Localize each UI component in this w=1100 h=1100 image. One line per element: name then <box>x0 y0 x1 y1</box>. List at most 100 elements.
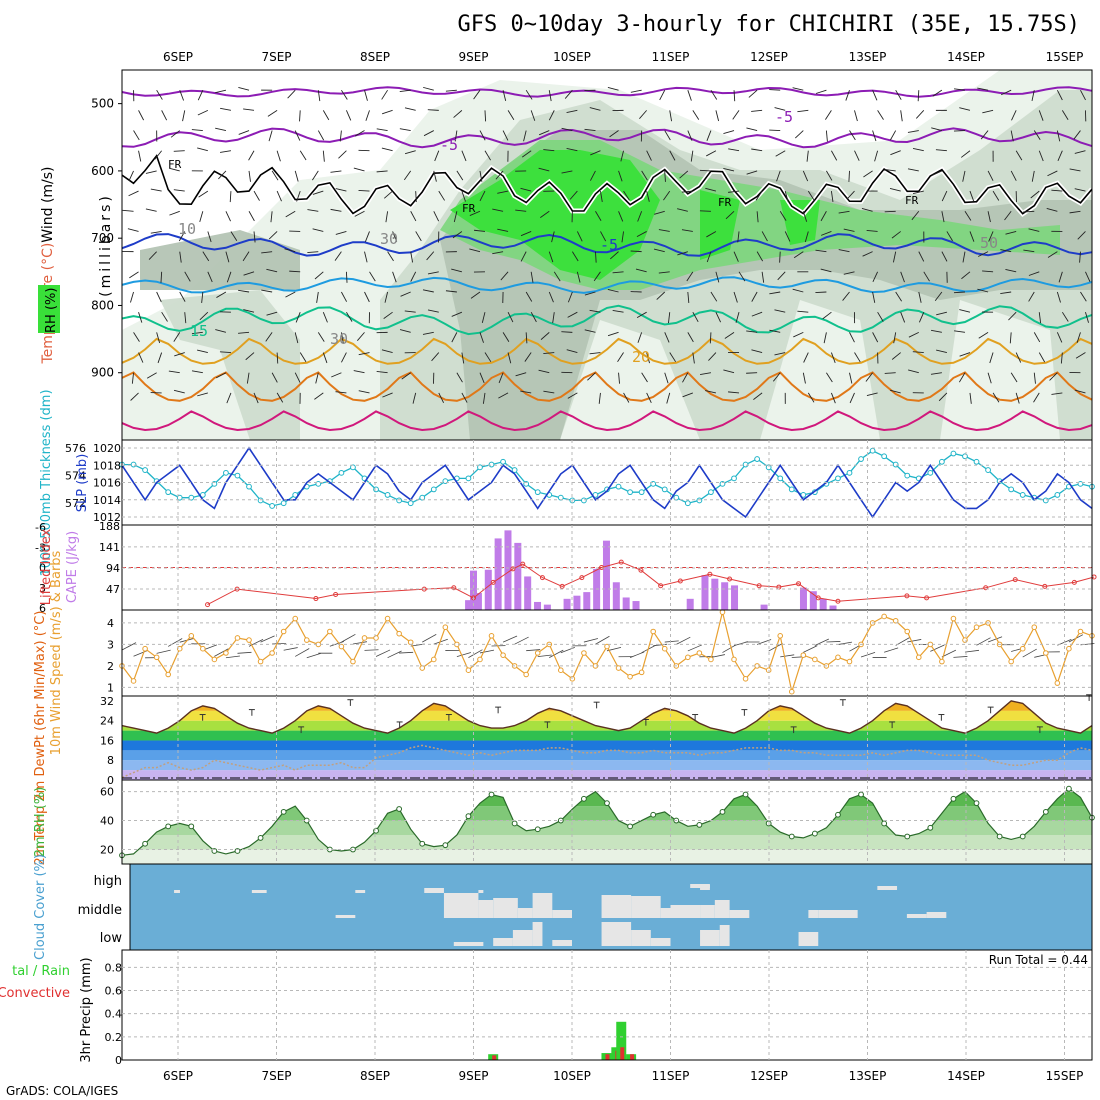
wind-barb <box>769 291 781 295</box>
lifted-index-marker <box>539 575 545 581</box>
wind-barb <box>822 311 832 320</box>
wind-barb <box>941 251 948 262</box>
wind-barb <box>677 208 688 212</box>
wind-barb <box>322 352 328 364</box>
wind-barb <box>779 211 787 221</box>
wind-barb <box>980 130 989 140</box>
wind-barb-10m <box>502 635 518 643</box>
rh-marker <box>1019 833 1026 840</box>
wind-barb <box>451 311 463 317</box>
wind-barb-10m <box>1022 648 1037 658</box>
wind-barb <box>777 271 786 281</box>
wind-barb <box>276 190 282 202</box>
rh-marker <box>396 806 403 812</box>
rh-marker <box>604 800 610 807</box>
cape-bar <box>465 600 473 610</box>
wind-speed-marker <box>939 658 945 665</box>
wind-barb <box>426 251 435 261</box>
wind-barb <box>692 352 695 364</box>
wind-barb <box>1011 110 1017 121</box>
wind-speed-marker <box>1031 624 1038 631</box>
wind-speed-marker <box>615 665 622 671</box>
wind-barb <box>820 268 832 273</box>
wind-barb <box>145 208 157 212</box>
wind-speed-marker <box>257 658 264 665</box>
lifted-index-marker <box>707 571 713 577</box>
wind-barb <box>826 372 833 383</box>
wind-barb <box>299 110 301 122</box>
precip-tick-label: 0.6 <box>105 985 123 998</box>
wind-barb <box>567 392 578 399</box>
wind-barb <box>461 392 468 403</box>
wind-barb <box>548 251 554 263</box>
wind-barb <box>1060 352 1063 364</box>
wind-barb-10m <box>953 656 968 658</box>
thickness-marker <box>731 475 737 482</box>
wind-barb <box>438 392 445 403</box>
wind-barb <box>540 332 550 340</box>
wind-barb <box>769 329 781 333</box>
wind-barb <box>977 87 989 91</box>
rh-fill-region <box>160 290 300 440</box>
thickness-marker <box>246 483 252 490</box>
wind-barb <box>154 150 162 160</box>
wind-barb <box>341 352 347 363</box>
thickness-marker <box>315 480 322 487</box>
wind-barb <box>179 291 186 302</box>
wind-speed-marker <box>915 654 922 661</box>
wind-barb <box>889 130 897 141</box>
wind-barb <box>682 392 693 398</box>
wind-barb <box>802 170 809 182</box>
wind-barb <box>178 231 186 242</box>
cloud-block <box>808 910 819 918</box>
wind-barb <box>969 190 975 202</box>
wind-barb <box>705 390 717 394</box>
thickness-marker <box>269 503 276 509</box>
contour-label: -5 <box>600 236 618 254</box>
wind-barb <box>815 249 827 253</box>
rh-band <box>122 849 1092 864</box>
wind-barb <box>220 107 232 111</box>
wind-barb <box>248 211 255 222</box>
wind-barb <box>989 352 994 364</box>
wind-speed-marker <box>1043 650 1049 656</box>
wind-speed-line <box>121 611 1093 695</box>
wind-barb <box>500 271 509 281</box>
lifted-index-marker <box>677 578 683 584</box>
wind-barb <box>246 372 250 384</box>
rh-marker <box>465 813 472 820</box>
wind-speed-marker <box>812 656 818 663</box>
wind-barb <box>595 211 602 221</box>
wind-barb <box>692 110 700 120</box>
wind-barb <box>219 351 231 353</box>
wind-speed-marker <box>835 654 841 661</box>
wind-barb <box>843 271 855 275</box>
wind-barb-10m <box>260 635 275 643</box>
wind-barb <box>433 211 440 222</box>
wind-speed-marker <box>558 667 564 674</box>
wind-barb <box>524 352 532 362</box>
cape-bar <box>470 570 477 610</box>
wind-barb <box>226 271 232 283</box>
wind-barb <box>992 392 1000 403</box>
wind-barb <box>502 130 509 141</box>
wind-barb <box>403 170 412 181</box>
cloud-block <box>906 914 927 918</box>
wind-barb <box>1077 231 1086 240</box>
rh-marker <box>650 811 657 818</box>
wind-barb <box>335 231 347 235</box>
wind-barb <box>173 150 185 152</box>
wind-barb <box>515 209 527 212</box>
wind-barb <box>427 271 439 275</box>
wind-barb-10m <box>156 649 171 654</box>
wind-barb <box>530 271 534 283</box>
wind-barb <box>520 251 527 262</box>
wind-barb <box>969 392 972 404</box>
wind-barb <box>1033 130 1041 141</box>
wind-barb <box>669 150 676 161</box>
wind-barb <box>872 271 879 282</box>
cloud-block <box>174 890 180 893</box>
wind-barb <box>891 352 901 360</box>
wind-barb <box>289 270 301 273</box>
contour-label: FR <box>168 158 182 171</box>
